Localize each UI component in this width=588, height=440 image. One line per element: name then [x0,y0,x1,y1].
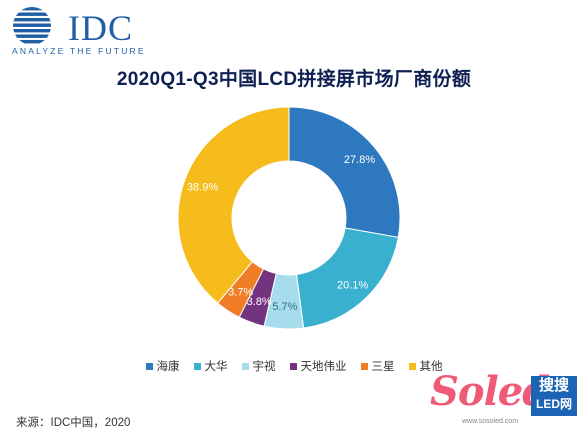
slice-label-5: 38.9% [187,182,218,194]
chart-title: 2020Q1-Q3中国LCD拼接屏市场厂商份额 [116,69,472,90]
legend-label-4: 三星 [371,361,395,373]
legend-label-0: 海康 [156,361,180,373]
watermark-badge: 搜搜 LED网 [531,376,577,416]
donut-slice-0 [288,106,401,239]
slice-label-1: 20.1% [337,279,368,291]
legend-label-2: 宇视 [252,361,276,373]
legend-swatch-3 [289,362,297,370]
watermark-word: Soled [430,368,550,415]
watermark-badge-bottom: LED网 [535,397,572,411]
logo-tagline: ANALYZE THE FUTURE [12,46,146,56]
donut-slice-5 [177,106,290,304]
legend-swatch-0 [145,362,153,370]
slice-label-2: 5.7% [272,301,297,313]
legend-swatch-2 [241,362,249,370]
donut-slice-1 [295,227,399,329]
legend-label-3: 天地伟业 [300,361,347,373]
legend-item-3: 天地伟业 [289,358,347,374]
legend-label-1: 大华 [204,361,228,373]
legend-label-5: 其他 [419,361,443,373]
soled-watermark: Soled 搜搜 LED网 www.sosoled.com [430,368,580,430]
slice-label-4: 3.7% [228,287,253,299]
logo-wordmark: IDC [68,8,133,48]
legend-item-4: 三星 [360,358,395,374]
source-note: 来源：IDC中国，2020 [16,417,131,429]
slice-label-0: 27.8% [344,154,375,166]
chart-legend: 海康 大华 宇视 天地伟业 三星 其他 [0,358,588,374]
legend-item-0: 海康 [145,358,180,374]
legend-item-2: 宇视 [241,358,276,374]
legend-swatch-5 [408,362,416,370]
watermark-url: www.sosoled.com [462,418,519,425]
legend-swatch-1 [193,362,201,370]
idc-logo: IDC ANALYZE THE FUTURE [8,6,158,56]
legend-item-5: 其他 [408,358,443,374]
watermark-badge-top: 搜搜 [538,377,569,394]
slice-label-3: 3.8% [247,296,272,308]
legend-swatch-4 [360,362,368,370]
idc-globe-icon [13,7,51,44]
legend-item-1: 大华 [193,358,228,374]
